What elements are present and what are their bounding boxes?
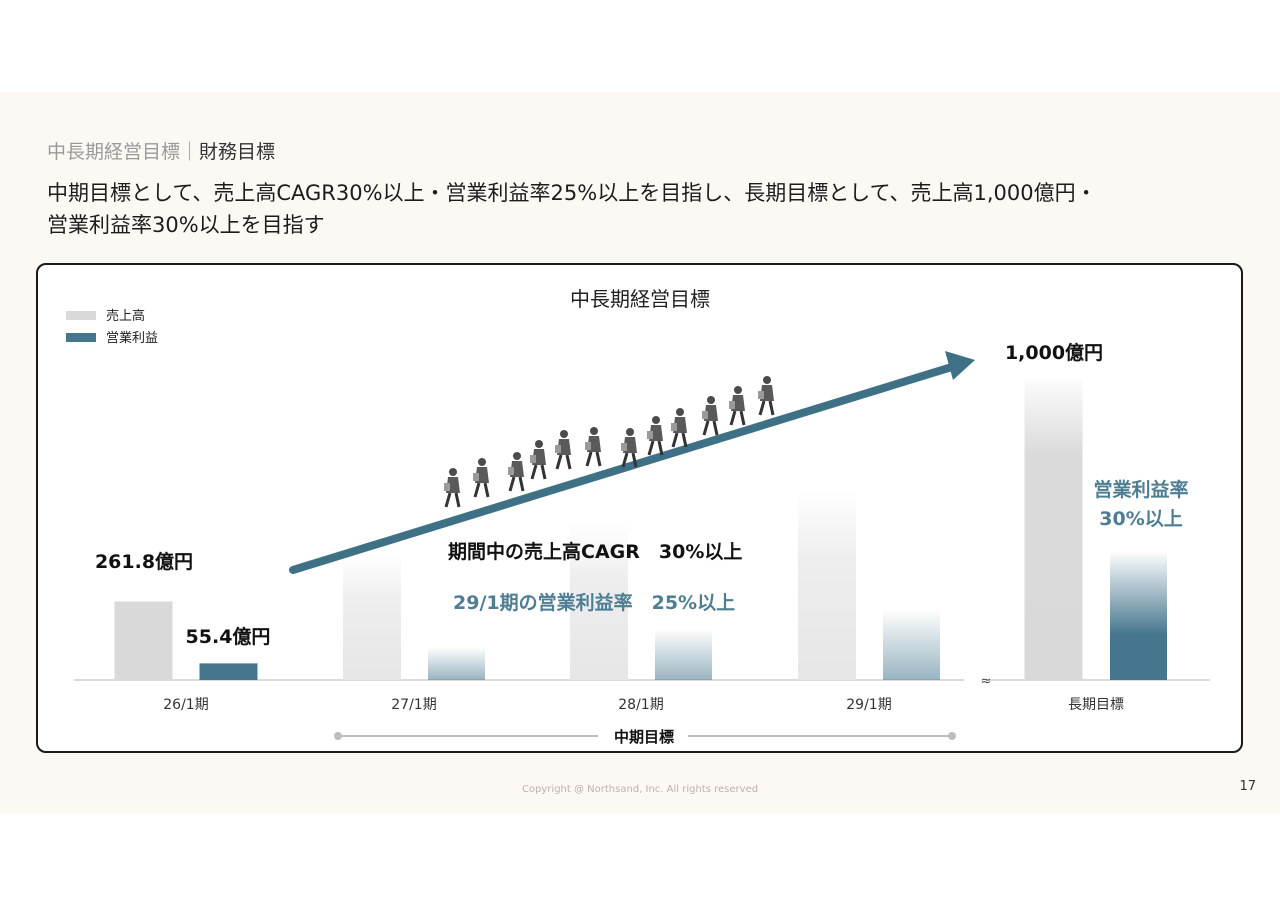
legend-label-profit: 営業利益 [106, 330, 158, 346]
headline-line1: 中期目標として、売上高CAGR30%以上・営業利益率25%以上を目指し、長期目標… [47, 181, 1097, 205]
x-tick-label: 長期目標 [1068, 697, 1124, 713]
person-figure [585, 427, 602, 467]
person-figure [702, 396, 719, 436]
person-figure [555, 430, 572, 470]
bar-profit-28 [655, 629, 712, 680]
value-label-sales-26: 261.8億円 [95, 550, 193, 573]
bar-sales-26 [114, 601, 173, 680]
axis-break-gap [964, 673, 986, 687]
legend-swatch-profit [66, 333, 96, 342]
person-figure [473, 458, 490, 498]
bar-profit-27 [428, 647, 485, 680]
axis-break-mark: ≈ [981, 674, 992, 689]
bracket-end-right [948, 732, 956, 740]
x-tick-label: 27/1期 [391, 697, 436, 713]
bar-profit-29 [883, 609, 940, 680]
copyright: Copyright @ Northsand, Inc. All rights r… [521, 784, 759, 795]
person-figure [621, 428, 638, 468]
person-figure [671, 408, 688, 448]
headline: 中期目標として、売上高CAGR30%以上・営業利益率25%以上を目指し、長期目標… [47, 177, 1247, 241]
chart-title: 中長期経営目標 [570, 287, 710, 311]
breadcrumb-section: 中長期経営目標｜ [47, 141, 200, 163]
walking-people-illustration [444, 376, 775, 508]
bracket-label: 中期目標 [614, 728, 674, 746]
breadcrumb-page: 財務目標 [199, 141, 276, 163]
page-number: 17 [1239, 779, 1256, 794]
chart-svg: 中長期経営目標 売上高 営業利益 ≈ 261.8億円 55.4億円 1,000億… [66, 287, 1210, 746]
legend-swatch-sales [66, 311, 96, 320]
bar-sales-28 [570, 523, 628, 680]
value-label-sales-long: 1,000億円 [1005, 341, 1103, 364]
margin-annotation: 29/1期の営業利益率 25%以上 [453, 591, 735, 614]
growth-arrow-shaft [289, 362, 959, 574]
x-tick-label: 28/1期 [618, 697, 663, 713]
long-margin-line1: 営業利益率 [1093, 478, 1188, 501]
chart-panel: 中長期経営目標 売上高 営業利益 ≈ 261.8億円 55.4億円 1,000億… [36, 263, 1243, 753]
growth-arrow-head [945, 351, 975, 380]
cagr-annotation: 期間中の売上高CAGR 30%以上 [448, 540, 742, 563]
bracket-end-left [334, 732, 342, 740]
x-tick-label: 26/1期 [163, 697, 208, 713]
person-figure [444, 468, 461, 508]
person-figure [729, 386, 746, 426]
person-figure [508, 452, 525, 492]
bar-profit-long [1110, 551, 1167, 680]
value-label-profit-26: 55.4億円 [186, 625, 271, 648]
bar-sales-27 [343, 555, 401, 680]
long-margin-line2: 30%以上 [1099, 508, 1182, 530]
legend-label-sales: 売上高 [106, 308, 145, 324]
person-figure [647, 416, 664, 456]
bar-profit-26 [199, 663, 258, 680]
slide: 中長期経営目標｜財務目標 中期目標として、売上高CAGR30%以上・営業利益率2… [0, 92, 1280, 814]
x-tick-label: 29/1期 [846, 697, 891, 713]
person-figure [758, 376, 775, 416]
bar-sales-long [1024, 380, 1083, 680]
headline-line2: 営業利益率30%以上を目指す [47, 213, 325, 237]
breadcrumb: 中長期経営目標｜財務目標 [47, 137, 275, 164]
bar-sales-29 [798, 491, 856, 680]
person-figure [530, 440, 547, 480]
